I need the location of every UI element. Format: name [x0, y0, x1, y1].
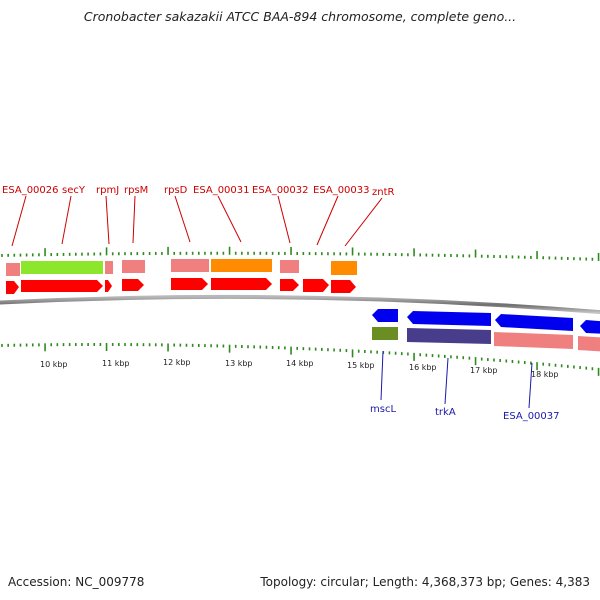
leader-secy [61, 195, 72, 245]
page-title: Cronobacter sakazakii ATCC BAA-894 chrom… [83, 9, 517, 24]
chromosome-backbone [0, 294, 600, 315]
cds-arrow-esa00038[interactable] [580, 320, 600, 334]
cds-arrow-esa00026[interactable] [6, 281, 19, 294]
leader-trka [444, 357, 449, 405]
forward-cds-track [6, 278, 356, 294]
ruler-labels: 10 kbp 11 kbp 12 kbp 13 kbp 14 kbp 15 kb… [40, 358, 559, 379]
gene-bar-esa00026[interactable] [6, 263, 20, 276]
ruler-label-10kbp: 10 kbp [40, 360, 68, 369]
gene-label-esa00032[interactable]: ESA_00032 [252, 185, 309, 196]
leader-esa00031 [217, 195, 242, 243]
gene-bar-trka[interactable] [407, 328, 491, 344]
gene-bar-esa00031[interactable] [211, 259, 272, 272]
leader-zntr [344, 197, 383, 247]
leader-rpsd [174, 195, 191, 243]
cds-arrow-mscl[interactable] [372, 309, 398, 322]
reverse-cds-track [372, 309, 600, 334]
forward-gene-labels: ESA_00026 secY rpmJ rpsM rpsD ESA_00031 … [2, 185, 395, 247]
gene-bar-mscl[interactable] [372, 327, 398, 340]
gene-bar-esa00038[interactable] [578, 336, 600, 352]
gene-label-rpmj[interactable]: rpmJ [96, 185, 119, 196]
leader-mscl [380, 350, 384, 401]
ruler-label-18kbp: 18 kbp [531, 370, 559, 379]
ruler-label-17kbp: 17 kbp [470, 366, 498, 375]
ruler-label-11kbp: 11 kbp [102, 359, 130, 368]
accession-label: Accession: NC_009778 [8, 575, 145, 589]
gene-bar-esa00037[interactable] [494, 332, 573, 349]
gene-bar-rpmj[interactable] [105, 261, 113, 274]
forward-gene-track [6, 259, 357, 276]
cds-arrow-trka[interactable] [407, 311, 491, 326]
gene-bar-esa00032[interactable] [280, 260, 299, 273]
cds-arrow-esa00033[interactable] [303, 279, 329, 292]
gene-label-mscl[interactable]: mscL [370, 404, 396, 415]
cds-arrow-esa00037[interactable] [495, 314, 573, 331]
gene-bar-rpsm[interactable] [122, 260, 145, 273]
ruler-label-14kbp: 14 kbp [286, 359, 314, 368]
gene-label-esa00026[interactable]: ESA_00026 [2, 185, 59, 196]
cds-arrow-rpsd[interactable] [171, 278, 208, 290]
gene-label-secy[interactable]: secY [62, 185, 86, 196]
leader-esa00032 [277, 195, 291, 244]
gene-label-esa00031[interactable]: ESA_00031 [193, 185, 250, 196]
leader-rpsm [132, 195, 136, 244]
gene-label-trka[interactable]: trkA [435, 407, 456, 418]
lower-tick-marks [1, 343, 600, 376]
gene-bar-znt[interactable] [331, 261, 357, 275]
leader-rpmj [105, 195, 110, 245]
leader-esa00037 [528, 362, 533, 409]
gene-label-esa00033[interactable]: ESA_00033 [313, 185, 370, 196]
cds-arrow-zntr[interactable] [331, 280, 356, 293]
cds-arrow-rpmj[interactable] [105, 280, 112, 292]
ruler-label-15kbp: 15 kbp [347, 361, 375, 370]
ruler-label-12kbp: 12 kbp [163, 358, 191, 367]
gene-bar-rpsd[interactable] [171, 259, 209, 272]
leader-esa00033 [316, 195, 339, 246]
gene-label-esa00037[interactable]: ESA_00037 [503, 411, 560, 422]
cds-arrow-esa00031[interactable] [211, 278, 272, 290]
cds-arrow-rpsm[interactable] [122, 279, 144, 291]
upper-tick-marks [1, 246, 600, 261]
gene-label-rpsd[interactable]: rpsD [164, 185, 188, 196]
cds-arrow-esa00032[interactable] [280, 279, 299, 291]
reverse-gene-labels: mscL trkA ESA_00037 [370, 350, 560, 422]
gene-bar-secy[interactable] [21, 261, 103, 274]
topology-label: Topology: circular; Length: 4,368,373 bp… [260, 575, 590, 589]
ruler-label-16kbp: 16 kbp [409, 363, 437, 372]
leader-esa00026 [11, 195, 27, 247]
cds-arrow-secy[interactable] [21, 280, 103, 292]
ruler-label-13kbp: 13 kbp [225, 359, 253, 368]
gene-label-zntr[interactable]: zntR [372, 187, 395, 198]
gene-label-rpsm[interactable]: rpsM [124, 185, 148, 196]
reverse-gene-track [372, 327, 600, 352]
